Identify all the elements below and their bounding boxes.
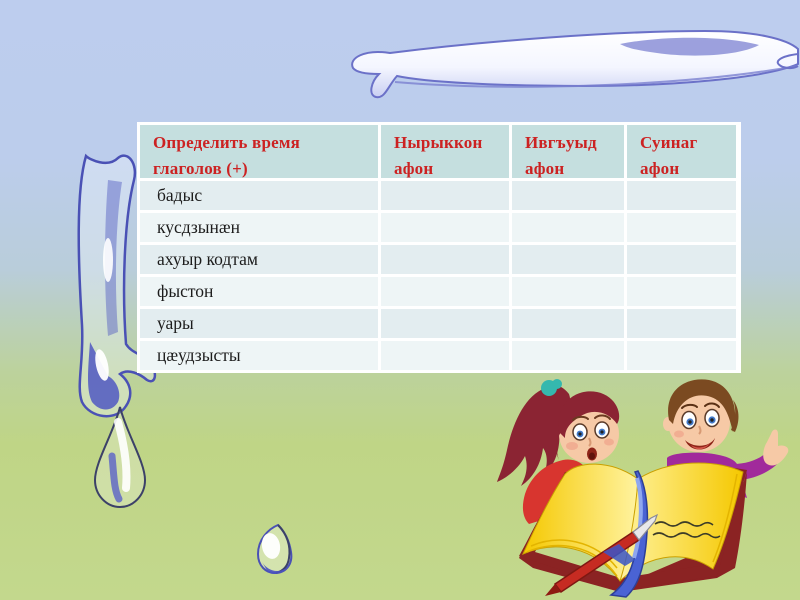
verb-label: кусдзынæн [140,213,378,242]
answer-cell [512,309,624,338]
verb-tense-table: Определить время глаголов (+) Нырыккон а… [137,122,741,373]
table-row: ахуыр кодтам [140,245,738,274]
answer-cell [381,277,509,306]
boy-face [663,379,739,452]
answer-cell [512,181,624,210]
verb-label: бадыс [140,181,378,210]
table-header-row: Определить время глаголов (+) Нырыккон а… [140,125,738,178]
ribbon-bookmark [609,470,649,598]
header-present-tense: Нырыккон афон [381,125,509,178]
header-future-tense: Суинаг афон [627,125,736,178]
water-drop-medium-icon [93,406,147,508]
answer-cell [627,341,736,370]
header-past-tense: Ивгъуыд афон [512,125,624,178]
answer-cell [627,309,736,338]
water-swoosh-icon [351,29,799,99]
water-drop-small-icon [256,523,293,575]
girl-hair [497,379,571,486]
table-row: бадыс [140,181,738,210]
children-reading-illustration [497,379,789,598]
answer-cell [627,245,736,274]
boy-shirt [667,452,747,498]
open-book [519,462,747,598]
answer-cell [381,341,509,370]
answer-cell [512,245,624,274]
verb-label: уары [140,309,378,338]
answer-cell [627,213,736,242]
verb-label: фыстон [140,277,378,306]
verb-label: ахуыр кодтам [140,245,378,274]
boy-hand [763,429,789,466]
answer-cell [381,245,509,274]
answer-cell [512,277,624,306]
girl-hand [587,478,610,498]
girl-sweater [522,459,594,524]
answer-cell [627,277,736,306]
answer-cell [627,181,736,210]
answer-cell [381,309,509,338]
answer-cell [512,213,624,242]
table-row: кусдзынæн [140,213,738,242]
answer-cell [381,213,509,242]
handwriting-squiggles [654,521,714,527]
answer-cell [512,341,624,370]
header-task: Определить время глаголов (+) [140,125,378,178]
answer-cell [381,181,509,210]
girl-face [556,391,620,463]
table-row: фыстон [140,277,738,306]
verb-label: цæудзысты [140,341,378,370]
table-row: уары [140,309,738,338]
pen [545,513,659,596]
table-row: цæудзысты [140,341,738,370]
